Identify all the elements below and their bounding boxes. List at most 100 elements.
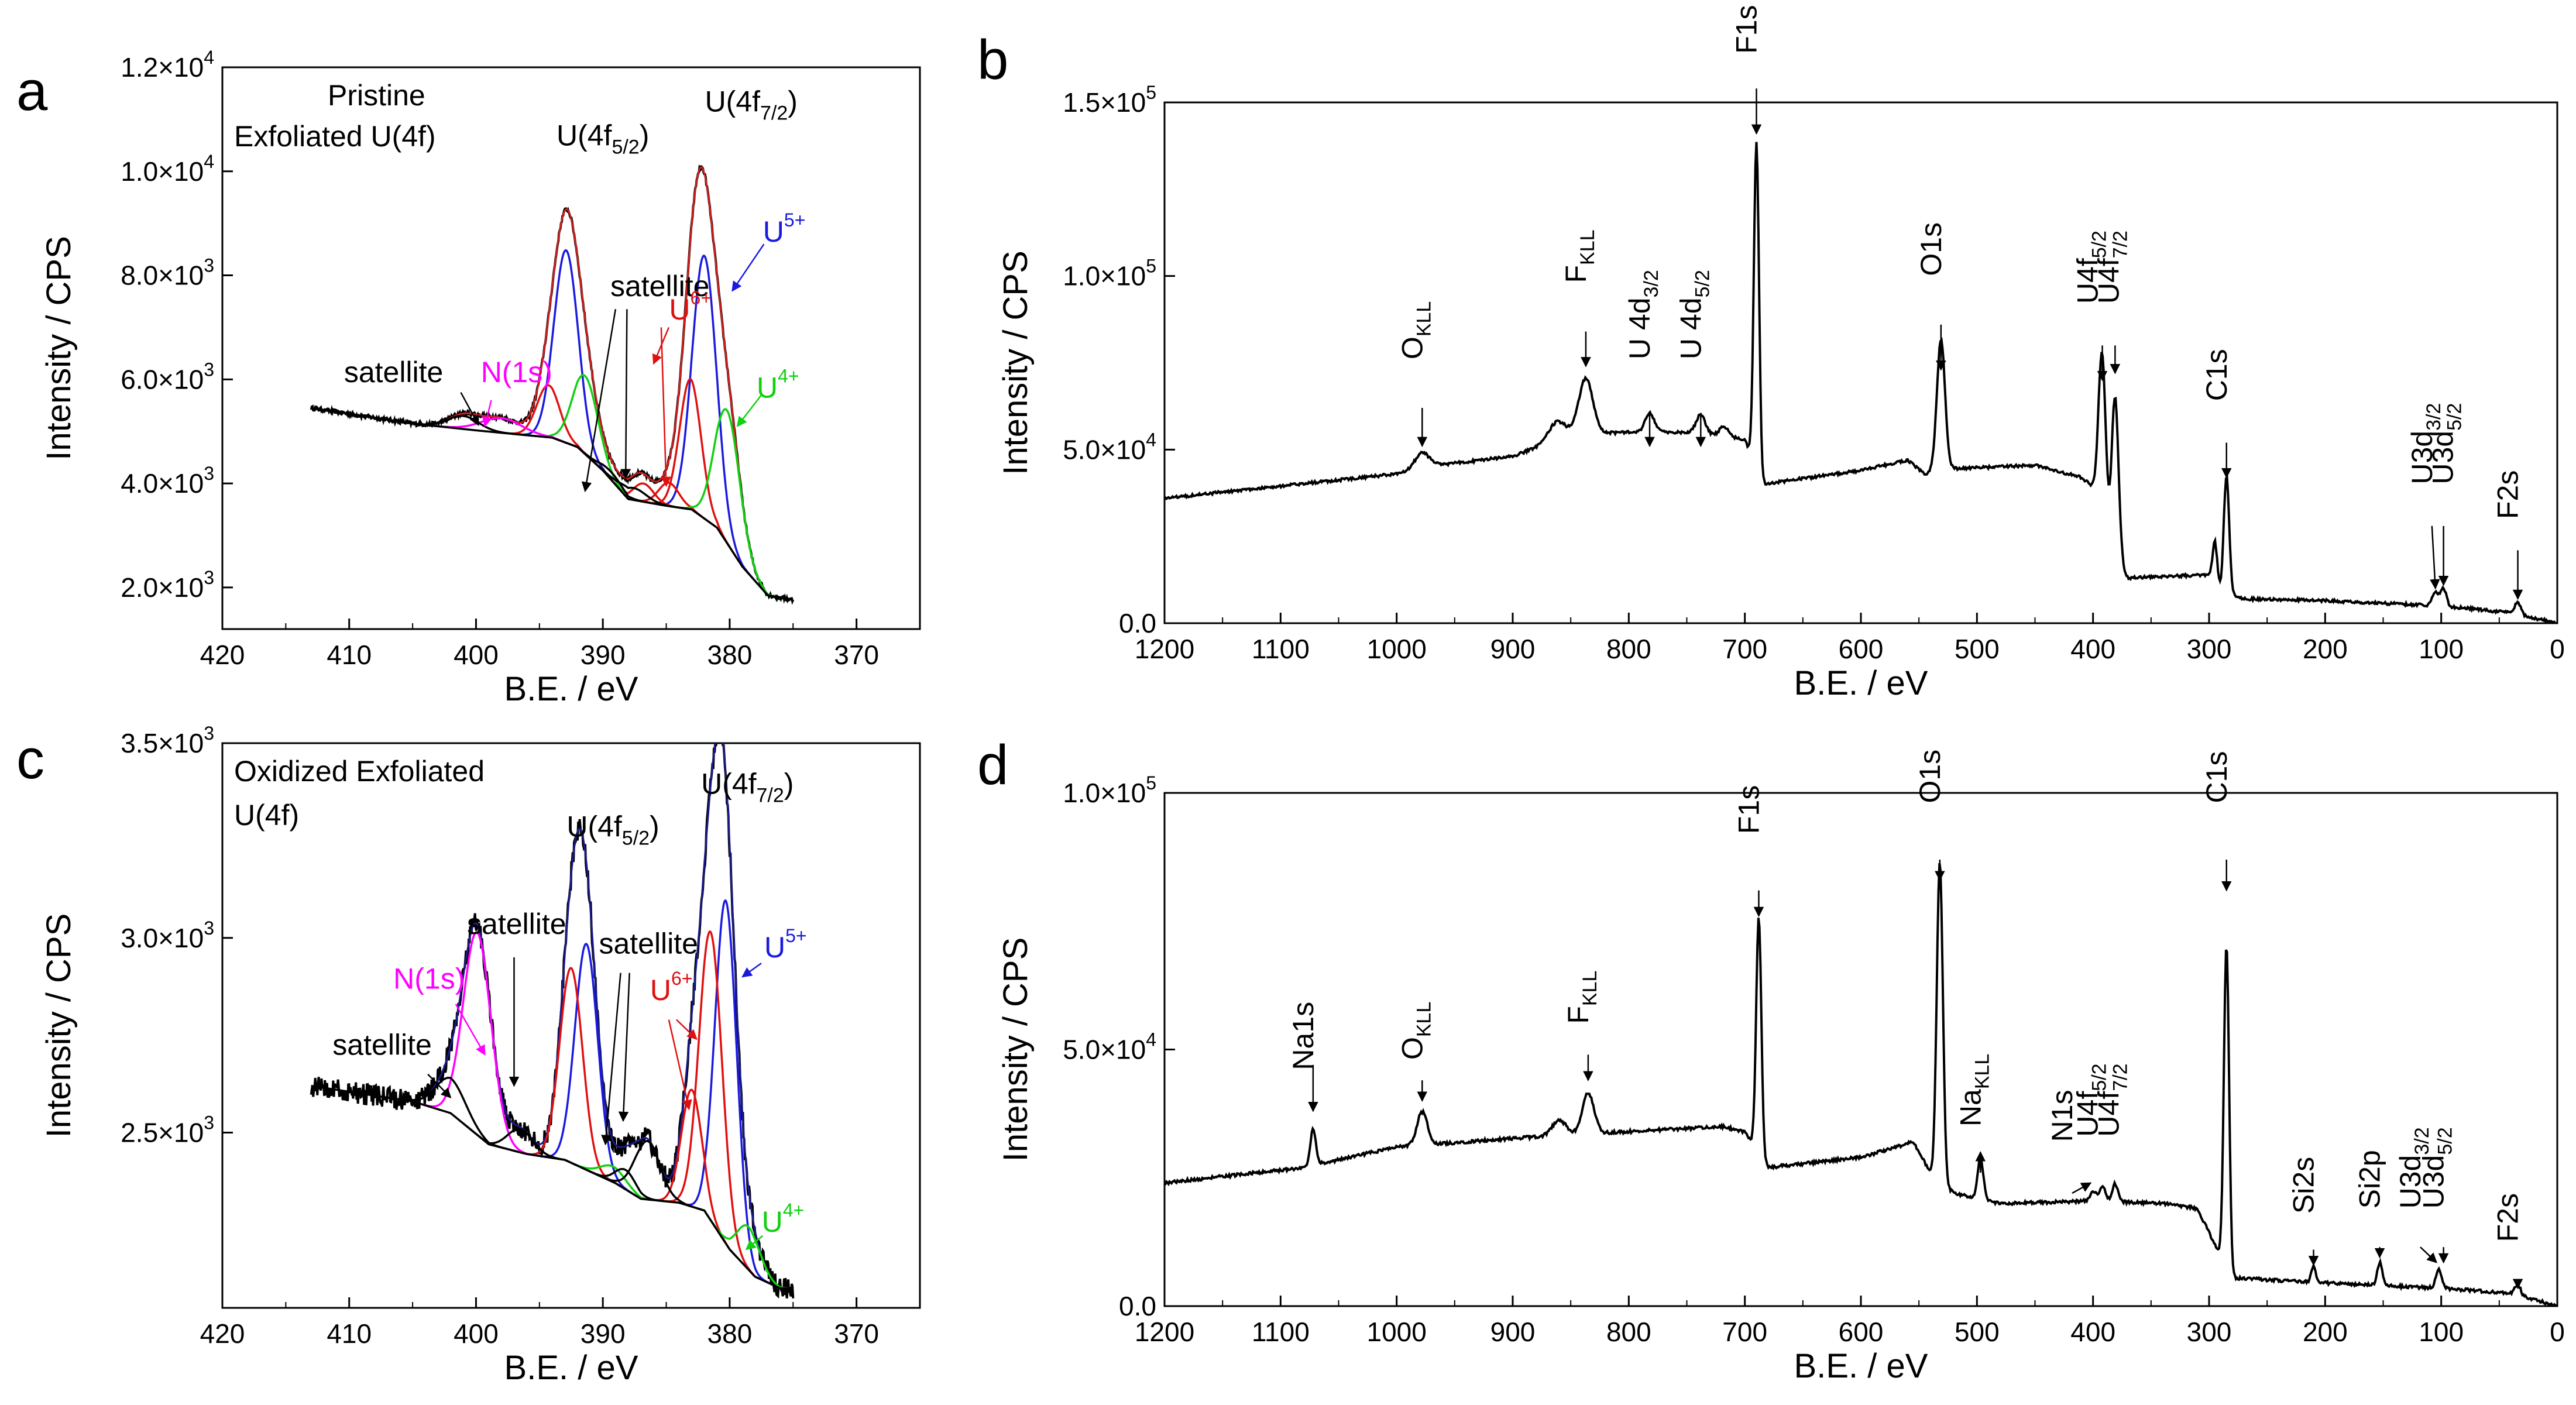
inset-title: Pristine [328, 79, 425, 112]
annotation-text: F2s [2492, 470, 2525, 519]
annotation-text: Si2s [2288, 1157, 2320, 1214]
annotation-tail: ) [788, 85, 798, 118]
annotation-label: U4f7/2 [2092, 231, 2131, 304]
annotation-label: U6+ [669, 287, 712, 326]
annotation-label: N1s [2046, 1090, 2079, 1142]
annotation-subscript: 7/2 [757, 785, 784, 807]
annotation-text: O1s [1914, 750, 1946, 803]
inset-title: U(4f) [234, 799, 299, 832]
y-tick-label: 1.0×104 [121, 151, 214, 187]
annotation-label: satellite [610, 270, 710, 303]
annotation-label: FKLL [1562, 971, 1601, 1024]
y-tick-label: 1.2×104 [121, 47, 214, 83]
annotation-label: U3d5/2 [2417, 1127, 2457, 1208]
annotation-text: U(4f [701, 768, 757, 801]
annotation-text: F [1562, 1006, 1595, 1024]
annotation-subscript: 5/2 [2089, 1064, 2111, 1091]
x-tick-label: 300 [2187, 1317, 2232, 1347]
annotation-subscript: KLL [1971, 1054, 1993, 1090]
annotation-label: C1s [2200, 751, 2233, 803]
plot-frame [1163, 792, 2558, 1307]
annotation-text: U 4d [1674, 297, 1707, 359]
annotation-arrow [482, 400, 492, 428]
plot-area [310, 164, 795, 605]
annotation-text: U3d [2406, 431, 2438, 485]
annotation-text: O1s [1915, 222, 1948, 276]
plot-frame [221, 742, 921, 1309]
annotation-text: F1s [1730, 5, 1763, 54]
annotation-label: O1s [1915, 222, 1948, 276]
annotation-label: Na1s [1287, 1002, 1320, 1070]
annotation-text: U [650, 974, 671, 1006]
annotation-arrow [2420, 1246, 2438, 1263]
series-line [311, 743, 794, 1290]
annotation-tail: ) [640, 119, 650, 152]
annotation-subscript: 7/2 [2109, 231, 2131, 258]
component-peak [677, 899, 775, 1287]
y-axis-label: Intensity / CPS [40, 236, 78, 461]
annotation-text: U [763, 215, 784, 248]
x-tick-label: 100 [2419, 634, 2464, 664]
x-tick-label: 600 [1839, 1317, 1884, 1347]
annotation-text: U [762, 1205, 783, 1238]
y-tick-label: 3.5×103 [121, 723, 214, 758]
annotation-arrow [581, 309, 617, 493]
annotation-text: Si2p [2354, 1150, 2386, 1208]
annotation-text: U3d [2427, 431, 2460, 485]
annotation-label: U 4d5/2 [1674, 270, 1713, 359]
annotation-label: satellite [344, 356, 444, 389]
y-tick-label: 8.0×103 [121, 255, 214, 291]
annotation-subscript: 5/2 [612, 136, 639, 158]
annotation-arrow [618, 973, 630, 1122]
component-peak [535, 943, 638, 1198]
annotation-arrow [745, 1235, 764, 1251]
plot-frame [221, 66, 921, 630]
inset-title: Oxidized Exfoliated [234, 755, 485, 788]
annotation-text: F [1560, 265, 1592, 283]
x-tick-label: 410 [327, 640, 372, 670]
annotation-text: U(4f [557, 119, 612, 152]
annotation-label: U(4f5/2) [557, 119, 649, 158]
annotation-subscript: 5/2 [1691, 270, 1713, 297]
annotation-arrow [668, 1019, 692, 1111]
background-line [311, 1084, 794, 1290]
x-tick-label: 380 [707, 640, 753, 670]
annotation-text: C1s [2200, 349, 2233, 401]
component-peak [650, 255, 759, 585]
annotation-label: U5+ [763, 209, 806, 248]
y-tick-label: 1.5×105 [1063, 82, 1156, 118]
annotation-label: Si2s [2288, 1157, 2320, 1214]
annotation-text: U4f [2072, 1091, 2104, 1137]
y-tick-label: 2.0×103 [121, 567, 214, 603]
y-axis-label: Intensity / CPS [997, 250, 1035, 475]
annotation-subscript: KLL [1579, 971, 1601, 1006]
annotation-text: N(1s) [393, 962, 465, 995]
x-tick-label: 1200 [1135, 1317, 1194, 1347]
x-tick-label: 1200 [1135, 634, 1194, 664]
y-axis-label: Intensity / CPS [40, 913, 78, 1138]
annotation-label: F1s [1730, 5, 1763, 54]
annotation-text: satellite [332, 1028, 432, 1061]
y-tick-label: 5.0×104 [1063, 1029, 1156, 1065]
annotation-text: U [757, 371, 778, 404]
annotation-label: N(1s) [481, 356, 552, 389]
annotation-label: satellite [332, 1028, 432, 1061]
annotation-text: U [764, 931, 785, 964]
annotation-superscript: 4+ [783, 1200, 804, 1221]
y-tick-label: 5.0×104 [1063, 429, 1156, 465]
x-tick-label: 1000 [1366, 1317, 1426, 1347]
annotation-label: Si2p [2354, 1150, 2386, 1208]
y-tick-label: 3.0×103 [121, 918, 214, 953]
annotation-label: U(4f7/2) [701, 768, 794, 807]
annotation-text: C1s [2200, 751, 2233, 803]
plot-area [310, 743, 795, 1299]
annotation-tail: ) [784, 768, 794, 801]
annotation-arrow [676, 1019, 698, 1040]
annotation-subscript: 3/2 [2411, 1127, 2433, 1155]
annotation-label: NaKLL [1954, 1054, 1993, 1126]
x-tick-label: 0 [2550, 634, 2565, 664]
x-tick-label: 380 [707, 1318, 753, 1349]
x-tick-label: 420 [200, 1318, 245, 1349]
annotation-subscript: KLL [1576, 229, 1599, 265]
